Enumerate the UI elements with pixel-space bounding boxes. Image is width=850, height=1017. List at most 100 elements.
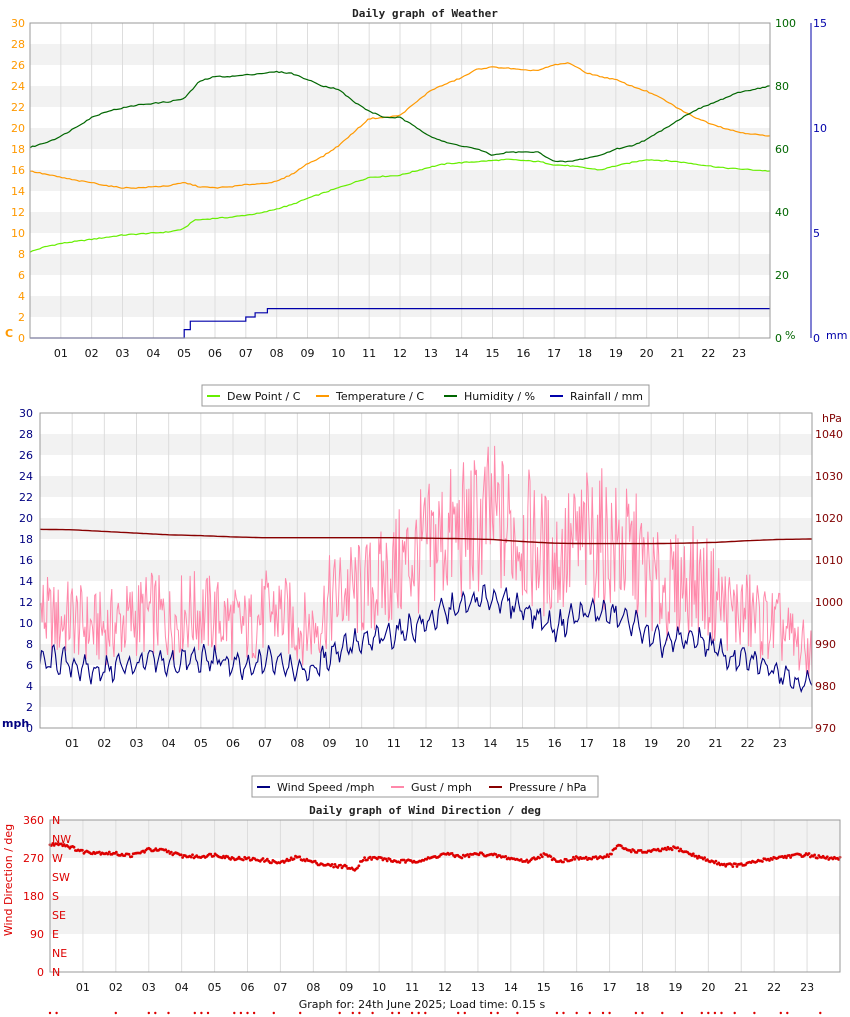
chart3-direction-point	[127, 852, 131, 856]
chart3-calm-marker	[351, 1011, 354, 1015]
chart2-grid	[40, 413, 812, 728]
chart1-series-temperature-line	[30, 62, 771, 189]
legend-pressure-label: Pressure / hPa	[509, 781, 587, 794]
chart1-x-tick-label: 14	[455, 347, 469, 360]
chart3-calm-marker	[733, 1011, 736, 1015]
chart2-left-tick-label: 6	[26, 659, 33, 672]
chart3-direction-point	[98, 850, 101, 854]
chart1-left-tick-label: 4	[18, 290, 25, 303]
chart3-compass-label: S	[52, 890, 59, 903]
chart3-direction-point	[212, 854, 216, 858]
chart3-calm-marker	[338, 1011, 341, 1015]
chart3-x-tick-label: 14	[504, 981, 518, 994]
chart1-x-tick-label: 06	[208, 347, 222, 360]
legend-gust-label: Gust / mph	[411, 781, 472, 794]
chart3-direction-point	[313, 859, 317, 863]
chart1-right1-tick-label: 100	[775, 17, 796, 30]
chart1-right2-tick-label: 15	[813, 17, 827, 30]
chart3-direction-point	[549, 855, 553, 858]
chart2-ticks: 0246810121416182022242628309709809901000…	[19, 407, 843, 750]
chart3-direction-point	[363, 856, 366, 859]
chart3-x-tick-label: 05	[208, 981, 222, 994]
chart3-direction-point	[629, 850, 633, 854]
chart3-calm-marker	[200, 1011, 203, 1015]
chart3-compass-label: NW	[52, 833, 71, 846]
chart3-calm-marker	[424, 1011, 427, 1015]
chart3-direction-point	[584, 855, 588, 859]
chart2-x-tick-label: 11	[387, 737, 401, 750]
chart3-direction-point	[659, 849, 663, 853]
chart3-calm-marker	[410, 1011, 414, 1015]
chart1-right2-unit: mm	[826, 329, 847, 342]
chart1-right2-tick-label: 10	[813, 122, 827, 135]
chart2-left-tick-label: 26	[19, 449, 33, 462]
chart1-x-tick-label: 10	[331, 347, 345, 360]
chart3-direction-point	[677, 849, 681, 853]
chart2-x-tick-label: 16	[548, 737, 562, 750]
chart3-direction-point	[605, 853, 609, 856]
chart3-y-tick-label: 90	[30, 928, 44, 941]
chart3-direction-point	[339, 863, 342, 867]
chart1-right1-tick-label: 60	[775, 143, 789, 156]
chart2-x-tick-label: 14	[483, 737, 497, 750]
chart1-x-tick-label: 13	[424, 347, 438, 360]
chart2-legend-box	[251, 775, 599, 798]
chart3-direction-point	[368, 855, 372, 859]
chart2-plot-border	[39, 412, 813, 729]
chart3-x-tick-label: 17	[603, 981, 617, 994]
chart2-right-tick-label: 1000	[815, 596, 843, 609]
chart3-direction-point	[807, 852, 811, 855]
chart3-calm-marker	[48, 1011, 52, 1015]
chart1-left-tick-label: 10	[11, 227, 25, 240]
chart3-x-tick-label: 16	[570, 981, 584, 994]
chart3-direction-point	[361, 858, 365, 862]
chart3-calm-marker	[680, 1011, 684, 1015]
chart2-x-tick-label: 06	[226, 737, 240, 750]
chart1-x-tick-label: 07	[239, 347, 253, 360]
chart3-direction-point	[467, 855, 471, 859]
chart3-direction-point	[270, 861, 273, 865]
chart2-left-tick-label: 8	[26, 638, 33, 651]
chart1-left-tick-label: 20	[11, 122, 25, 135]
chart3-calm-marker	[700, 1011, 703, 1015]
chart3-direction-point	[114, 850, 118, 854]
chart3-direction-point	[610, 852, 613, 856]
chart3-direction-point	[679, 847, 682, 851]
chart3-ylabel: Wind Direction / deg	[2, 824, 15, 936]
chart3-direction-point	[191, 853, 194, 857]
chart3-x-tick-label: 18	[636, 981, 650, 994]
chart3-calm-marker	[272, 1011, 275, 1015]
chart3-direction-point	[143, 850, 146, 854]
chart3-x-tick-label: 22	[767, 981, 781, 994]
chart3-x-tick-label: 01	[76, 981, 90, 994]
chart3-direction-point	[785, 856, 788, 860]
chart3-direction-point	[619, 844, 623, 848]
chart1-legend: Dew Point / C Temperature / C Humidity /…	[201, 384, 650, 407]
chart2-x-tick-label: 17	[580, 737, 594, 750]
chart2-x-tick-label: 03	[130, 737, 144, 750]
chart2-legend: Wind Speed /mph Gust / mph Pressure / hP…	[251, 775, 599, 798]
chart3-x-tick-label: 02	[109, 981, 123, 994]
chart1-series-dew-line	[29, 158, 771, 253]
legend-rainfall-label: Rainfall / mm	[570, 390, 643, 403]
chart3-calm-marker	[154, 1011, 157, 1015]
chart2-left-tick-label: 2	[26, 701, 33, 714]
chart3-direction-point	[525, 858, 529, 862]
chart3-direction-point	[813, 853, 816, 857]
chart2-left-tick-label: 0	[26, 722, 33, 735]
chart3-calm-marker	[819, 1011, 822, 1015]
chart3-x-tick-label: 06	[241, 981, 255, 994]
chart3-calm-marker	[713, 1011, 717, 1015]
chart3-calm-marker	[246, 1011, 249, 1015]
chart3-direction-point	[573, 857, 577, 861]
chart3-x-tick-label: 09	[339, 981, 353, 994]
chart1-x-tick-label: 21	[671, 347, 685, 360]
chart3-direction-point	[787, 854, 791, 857]
chart3-x-tick-label: 20	[701, 981, 715, 994]
chart3-direction-point	[735, 865, 739, 868]
chart3-direction-point	[107, 850, 111, 854]
chart2-x-tick-label: 19	[644, 737, 658, 750]
chart3-calm-marker	[555, 1011, 559, 1015]
chart2-x-tick-label: 05	[194, 737, 208, 750]
chart3-direction-point	[770, 858, 774, 861]
